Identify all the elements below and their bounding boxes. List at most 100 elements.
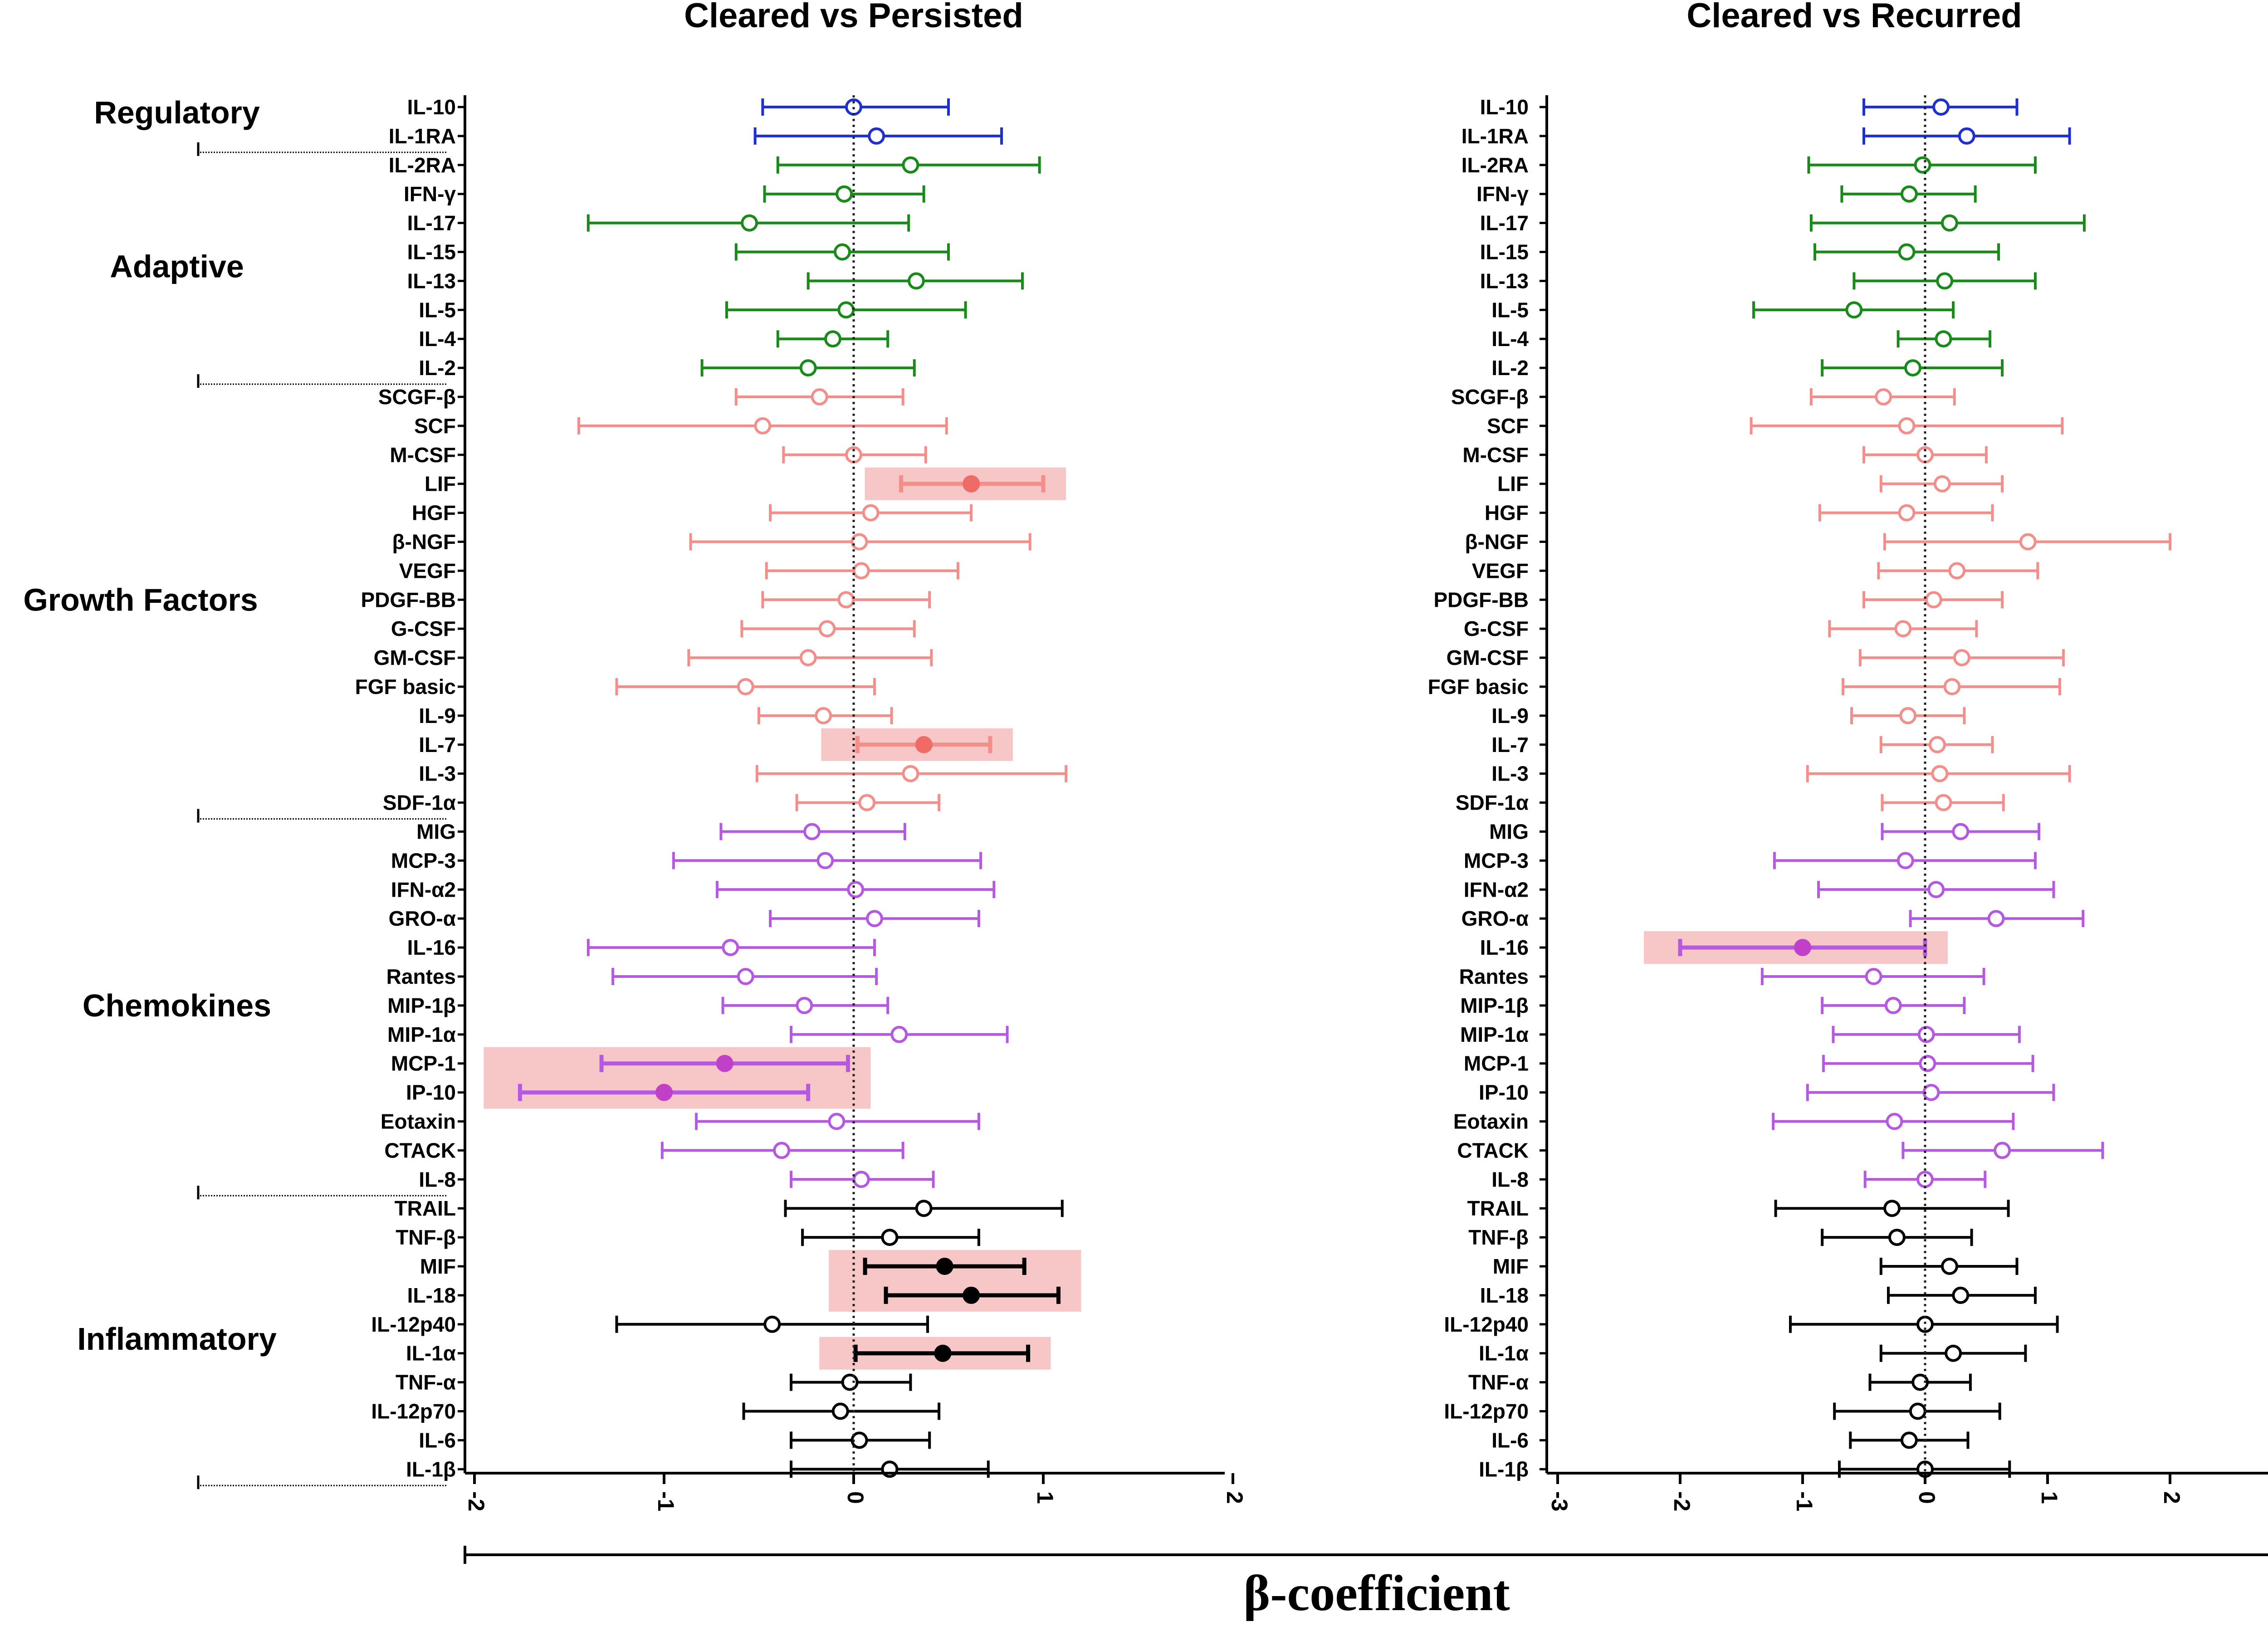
group-label-growth-factors: Growth Factors [23,582,258,617]
point-estimate [1845,301,1863,319]
point-estimate [890,1025,908,1043]
point-estimate [862,504,880,522]
point-estimate [1933,475,1951,493]
point-estimate [1794,939,1811,957]
point-estimate [963,475,980,493]
point-estimate [1935,330,1952,348]
forest-row-sdf-1 [795,794,941,811]
forest-row-il-10 [761,98,950,116]
row-label-ip-10: IP-10 [406,1081,456,1104]
row-label-il-16: IL-16 [407,936,456,959]
row-label-il-6: IL-6 [1491,1428,1529,1452]
point-estimate [907,272,925,290]
forest-row-il-10 [1862,98,2019,116]
point-estimate [1931,765,1949,782]
point-estimate [1917,1025,1935,1043]
forest-row-il-2 [1821,359,2004,377]
point-estimate [1898,243,1916,261]
forest-row-ip-10 [1806,1084,2055,1101]
forest-row-il-1ra [1862,127,2071,145]
point-estimate [754,417,772,435]
forest-row-il-12p70 [742,1402,941,1420]
row-label-ngf: β-NGF [392,530,456,554]
panel-cleared-vs-recurred: Cleared vs Recurred -3-2-10123IL-10IL-1R… [1428,0,2268,1511]
point-estimate [1900,1431,1918,1449]
point-estimate [1911,1373,1929,1391]
row-label-il-17: IL-17 [1480,211,1529,235]
row-label-rantes: Rantes [1459,965,1529,988]
point-estimate [655,1084,673,1101]
row-label-m-csf: M-CSF [390,443,456,467]
row-label-lif: LIF [1497,472,1529,496]
point-estimate [850,533,868,551]
row-label-il-2ra: IL-2RA [389,153,456,177]
forest-row-il-1 [790,1460,990,1478]
point-estimate [1899,707,1917,724]
forest-row-scf [1750,417,2064,435]
point-estimate [1865,968,1882,985]
point-estimate [841,1373,859,1391]
row-label-pdgf-bb: PDGF-BB [361,588,456,611]
row-label-il-2ra: IL-2RA [1461,153,1529,177]
row-label-mip-1: MIP-1α [1460,1023,1529,1046]
row-label-ctack: CTACK [1457,1138,1529,1162]
forest-row-ifn-2 [716,881,996,898]
forest-row-il-13 [807,272,1024,290]
forest-row-rantes [1760,968,1985,985]
row-label-ifn: IFN-γ [1476,182,1529,206]
point-estimate [1952,1286,1970,1304]
forest-row-pdgf-bb [761,591,931,609]
forest-row-il-7 [1879,736,1994,753]
forest-row-mif [863,1258,1026,1275]
forest-row-trail [784,1200,1064,1217]
row-label-scgf: SCGF-β [1451,385,1529,409]
point-estimate [818,620,836,638]
forest-row-vegf [765,562,959,580]
row-label-il-12p70: IL-12p70 [371,1400,456,1423]
x-tick-label: 1 [1032,1491,1058,1504]
x-tick-label: -3 [1547,1491,1572,1511]
row-label-gm-csf: GM-CSF [1447,646,1529,669]
row-label-mip-1: MIP-1β [387,994,456,1017]
x-tick-label: 0 [1914,1491,1940,1504]
forest-row-mcp-1 [599,1055,850,1072]
forest-row-g-csf [1828,620,1978,638]
row-label-il-1: IL-1α [1479,1342,1529,1365]
forest-row-il-9 [1850,707,1966,724]
row-label-il-7: IL-7 [419,733,456,757]
forest-row-eotaxin [1772,1113,2015,1130]
forest-row-il-17 [1809,214,2086,232]
point-estimate [1914,156,1931,174]
point-estimate [1925,591,1942,609]
row-label-il-12p40: IL-12p40 [1444,1313,1529,1336]
row-label-mip-1: MIP-1α [387,1023,456,1046]
point-estimate [1943,678,1961,695]
forest-row-il-5 [725,301,967,319]
x-axis-right: -3-2-10123IL-10IL-1RAIL-2RAIFN-γIL-17IL-… [1428,95,2268,1511]
x-tick-label: -2 [464,1491,489,1511]
point-estimate [852,1171,870,1188]
forest-row-il-3 [755,765,1068,782]
point-estimate [1952,823,1970,840]
row-label-eotaxin: Eotaxin [1453,1110,1529,1133]
row-label-m-csf: M-CSF [1462,443,1529,467]
forest-row-il-12p40 [1789,1315,2059,1333]
point-estimate [881,1229,899,1246]
point-estimate [741,214,758,232]
point-estimate [847,881,865,898]
row-label-lif: LIF [425,472,456,496]
point-estimate [831,1402,849,1420]
row-label-fgf-basic: FGF basic [355,675,456,698]
point-estimate [1898,417,1916,435]
forest-row-ngf [689,533,1031,551]
point-estimate [1935,794,1952,811]
row-label-fgf-basic: FGF basic [1428,675,1529,698]
forest-rows-right [1678,98,2171,1478]
point-estimate [902,765,919,782]
x-tick-label: 2 [2159,1491,2185,1504]
row-label-il-2: IL-2 [1491,356,1529,380]
group-label-inflammatory: Inflammatory [77,1321,277,1357]
forest-row-il-8 [790,1171,935,1188]
point-estimate [1941,214,1958,232]
forest-row-il-2 [700,359,916,377]
